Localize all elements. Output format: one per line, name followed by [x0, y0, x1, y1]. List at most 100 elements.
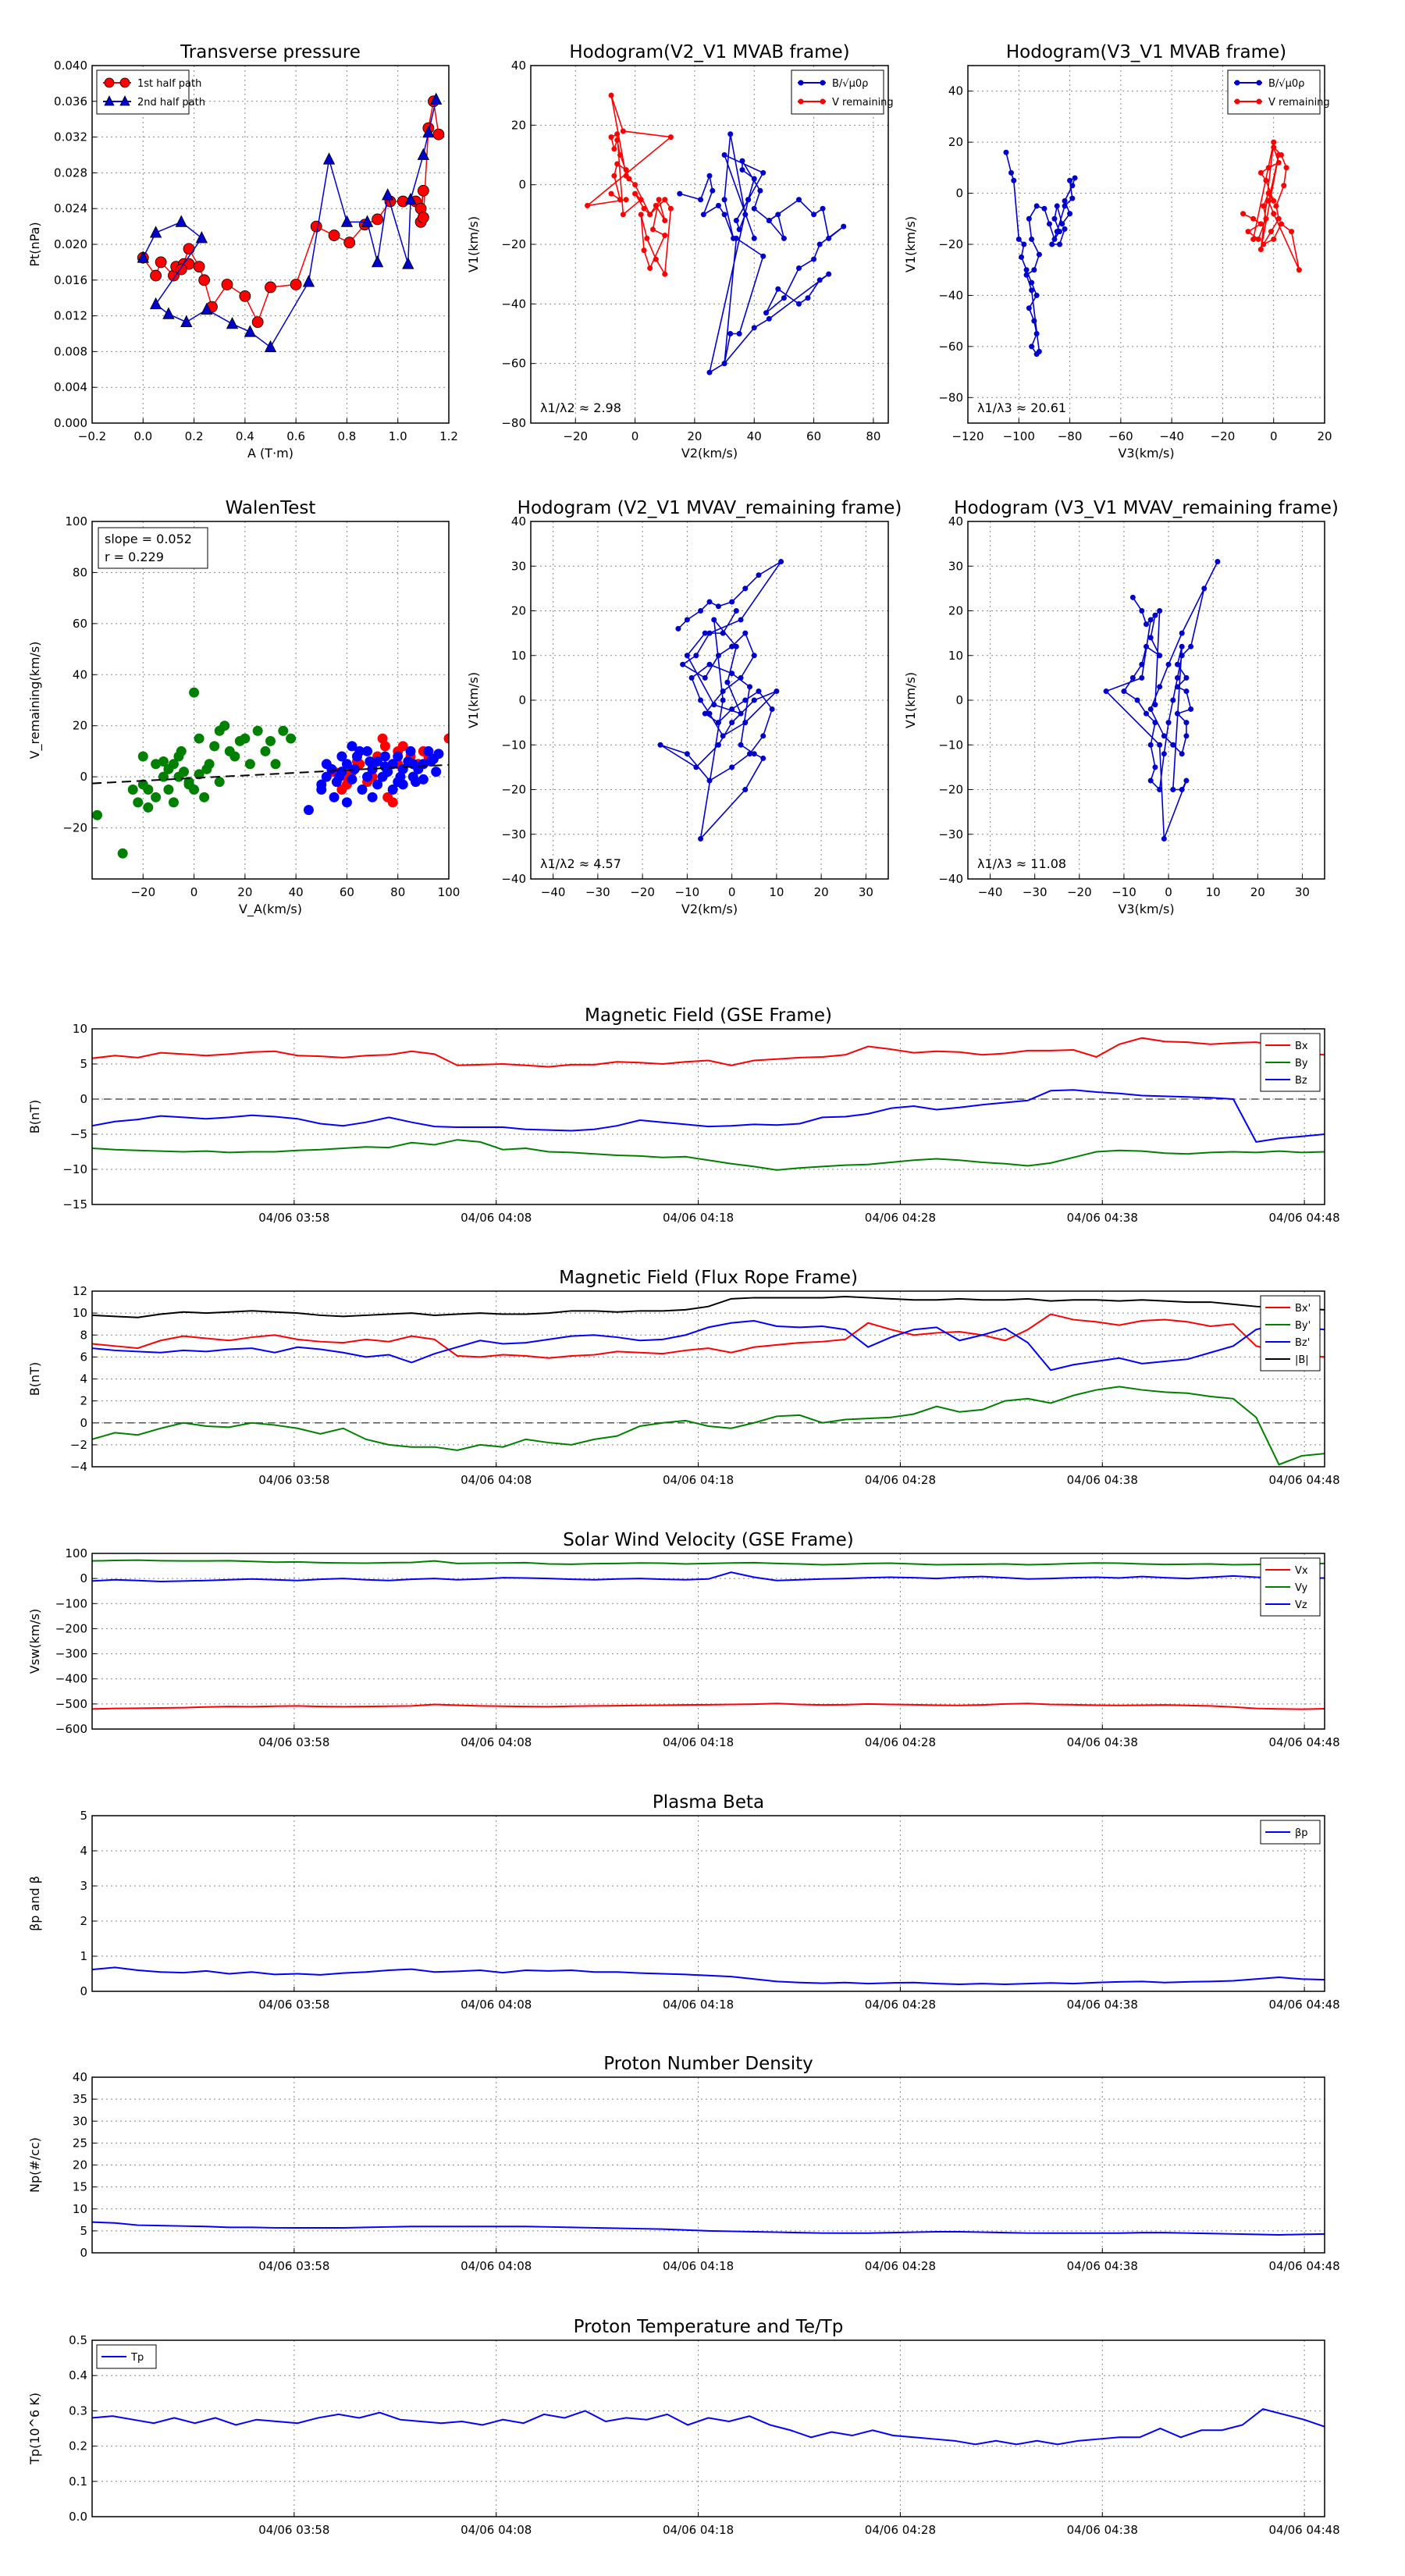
legend-label: Vx [1295, 1565, 1308, 1577]
data-point [702, 630, 708, 636]
data-layer [92, 1296, 1325, 1466]
data-point [769, 706, 775, 712]
y-axis-label: V1(km/s) [466, 672, 481, 728]
y-tick-label: 2 [80, 1394, 87, 1408]
data-point [698, 197, 704, 203]
data-point [739, 158, 745, 164]
x-tick-label: 04/06 04:48 [1268, 2523, 1339, 2537]
data-point [433, 749, 444, 760]
data-point [811, 256, 817, 262]
data-point [1026, 215, 1032, 222]
x-tick-label: 04/06 04:18 [663, 1998, 734, 2012]
data-point [811, 212, 817, 218]
x-tick-label: 04/06 04:28 [865, 1735, 936, 1749]
data-point [1271, 211, 1277, 217]
data-point [711, 702, 717, 708]
data-point [1240, 211, 1247, 217]
chart-9: 04/06 03:58 04/06 04:08 04/06 04:18 04/06 0… [27, 1530, 1340, 1749]
data-point [1289, 229, 1295, 235]
data-point [763, 310, 770, 316]
y-tick-label: −5 [70, 1127, 87, 1141]
y-tick-label: −80 [501, 416, 526, 430]
series-line [1005, 152, 1076, 355]
x-tick-label: 30 [859, 885, 873, 899]
y-axis-label: Pt(nPa) [27, 222, 42, 266]
data-point [742, 787, 749, 792]
data-point [1179, 751, 1185, 757]
data-point [321, 759, 332, 770]
y-tick-label: 100 [65, 1546, 87, 1560]
data-point [620, 128, 626, 134]
y-tick-label: −2 [70, 1438, 87, 1452]
data-point [143, 785, 154, 795]
y-tick-label: 20 [73, 2158, 87, 2172]
data-point [729, 720, 735, 726]
data-point [729, 706, 735, 712]
data-point [265, 281, 276, 294]
data-point [760, 755, 767, 761]
data-point [751, 235, 757, 241]
data-point [1261, 241, 1267, 247]
data-point [1283, 165, 1289, 171]
legend-box [96, 69, 190, 115]
data-point [104, 77, 115, 88]
y-axis-label: Tp(10^6 K) [27, 2393, 42, 2465]
legend-label: Vy [1295, 1582, 1308, 1594]
annotation-box [98, 527, 208, 569]
legend-box [1227, 69, 1321, 115]
y-tick-label: 0 [80, 1571, 87, 1585]
data-point [766, 315, 772, 322]
x-tick-label: −20 [630, 885, 655, 899]
data-point [329, 792, 340, 802]
data-point [1161, 733, 1167, 739]
data-point [751, 697, 757, 703]
data-point [1170, 742, 1176, 748]
data-point [841, 223, 847, 229]
data-point [611, 173, 617, 179]
legend-label: B/√μ0ρ [1268, 78, 1304, 90]
x-tick-label: −20 [130, 885, 155, 899]
plot-frame [967, 521, 1325, 880]
data-point [194, 769, 205, 780]
y-tick-label: 0.028 [54, 165, 87, 180]
data-point [1147, 742, 1154, 748]
data-point [119, 95, 130, 106]
data-point [715, 720, 721, 726]
data-point [189, 687, 200, 698]
data-point [244, 759, 255, 770]
data-layer [1003, 139, 1302, 358]
data-point [1062, 203, 1068, 209]
data-point [175, 215, 187, 227]
data-point [826, 235, 832, 241]
y-tick-label: 40 [948, 84, 963, 98]
data-point [226, 317, 239, 329]
chart-title: WalenTest [226, 498, 316, 518]
data-point [286, 733, 297, 744]
y-tick-label: −80 [938, 390, 963, 404]
data-point [149, 226, 162, 238]
data-point [715, 202, 721, 208]
data-point [706, 599, 713, 605]
data-point [1129, 674, 1136, 681]
data-point [662, 233, 668, 239]
x-tick-label: 0.6 [286, 429, 305, 443]
fit-line [92, 763, 449, 785]
y-tick-label: 35 [73, 2092, 87, 2106]
data-point [1201, 585, 1208, 592]
data-point [1144, 643, 1149, 649]
plot-frame [530, 521, 889, 880]
data-point [158, 771, 169, 782]
chart-title: Solar Wind Velocity (GSE Frame) [563, 1530, 853, 1550]
data-point [1031, 267, 1037, 273]
data-point [738, 742, 744, 748]
x-tick-label: −120 [951, 429, 984, 443]
data-point [617, 197, 623, 203]
annotation-text: slope = 0.052 [105, 532, 192, 546]
data-point [1179, 653, 1185, 659]
data-point [1174, 661, 1180, 667]
data-layer [657, 559, 784, 841]
x-tick-label: 04/06 04:28 [865, 2259, 936, 2273]
x-tick-label: 04/06 04:48 [1268, 1735, 1339, 1749]
data-point [387, 759, 398, 770]
data-point [343, 237, 356, 249]
